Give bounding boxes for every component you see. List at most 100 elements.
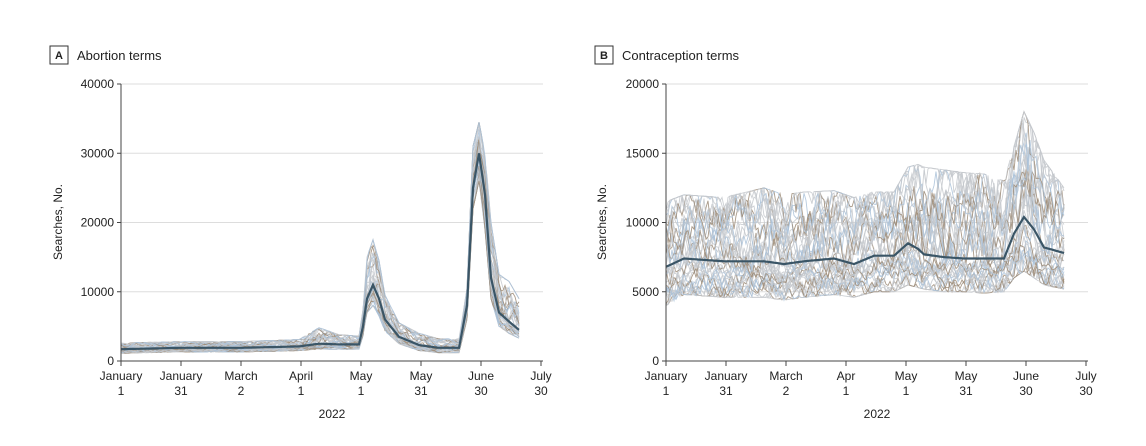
state-series-line (120, 169, 520, 354)
mean-series-line (665, 215, 1065, 268)
state-series-line (120, 156, 520, 353)
state-series-line (120, 169, 520, 354)
state-series-line (120, 177, 520, 353)
panel-b-line-bundle (665, 110, 1065, 306)
state-series-line (120, 147, 520, 350)
state-series-line (120, 123, 520, 345)
state-series-line (120, 121, 520, 348)
state-series-line (120, 165, 520, 352)
state-series-line (120, 146, 520, 348)
x-tick-label-month: May (350, 369, 373, 383)
state-series-line (121, 129, 520, 348)
state-series-line (120, 163, 520, 353)
x-tick-label-month: March (769, 369, 802, 383)
state-series-line (665, 168, 1065, 281)
x-tick-label-day: 1 (663, 384, 670, 398)
panel-b-letter-box (594, 45, 614, 65)
state-series-line (120, 125, 520, 346)
state-series-line (120, 174, 520, 354)
x-tick-label-month: January (645, 369, 688, 383)
state-series-line (665, 173, 1065, 281)
state-series-line (120, 170, 520, 354)
state-series-line (120, 158, 520, 352)
panel-b-x-axis-label: 2022 (864, 407, 891, 421)
y-tick-label: 10000 (81, 285, 115, 299)
panel-a-abortion-chart: A Abortion terms 0 10000 20000 30000 40000 J… (49, 45, 552, 421)
x-tick-label-day: 1 (903, 384, 910, 398)
state-series-line (120, 180, 520, 354)
x-tick-label-month: March (224, 369, 257, 383)
state-series-line (665, 118, 1065, 262)
state-series-line (120, 159, 520, 351)
panel-a-mean-line-group (121, 153, 520, 351)
state-series-line (121, 151, 520, 352)
panel-b-title: Contraception terms (622, 48, 740, 63)
x-tick-label-month: January (160, 369, 203, 383)
state-series-line (120, 141, 520, 351)
state-series-line (120, 180, 520, 354)
mean-series-line (121, 153, 520, 351)
y-tick-label: 40000 (81, 77, 115, 91)
x-tick-label-month: January (705, 369, 748, 383)
y-tick-label: 20000 (81, 216, 115, 230)
state-series-line (665, 244, 1065, 298)
state-series-line (120, 177, 520, 354)
y-tick-label: 15000 (626, 146, 660, 160)
x-tick-label-day: 30 (1019, 384, 1033, 398)
state-series-line (120, 152, 520, 351)
x-tick-label-day: 30 (1079, 384, 1093, 398)
x-tick-label-month: May (410, 369, 433, 383)
panel-a-letter-box (49, 45, 69, 65)
x-tick-label-day: 31 (414, 384, 428, 398)
y-tick-label: 0 (107, 354, 114, 368)
state-series-line (120, 139, 520, 349)
state-series-line (120, 145, 520, 350)
y-tick-label: 0 (652, 354, 659, 368)
state-series-line (120, 141, 520, 350)
panel-b-x-tick-labels: January1January31March2Apr1May1May31June… (645, 361, 1097, 398)
x-tick-label-month: July (1075, 369, 1096, 383)
x-tick-label-day: 1 (118, 384, 125, 398)
panel-a-x-axis-label: 2022 (319, 407, 346, 421)
state-series-line (120, 153, 520, 352)
state-series-line (120, 121, 520, 347)
x-tick-label-month: Apr (837, 369, 856, 383)
state-series-line (120, 137, 520, 349)
panel-a-line-bundle (120, 121, 520, 354)
x-tick-label-day: 30 (534, 384, 548, 398)
x-tick-label-month: May (895, 369, 918, 383)
state-series-line (120, 151, 520, 351)
x-tick-label-month: April (289, 369, 313, 383)
state-series-line (665, 139, 1065, 234)
state-series-line (120, 134, 520, 347)
x-tick-label-day: 30 (474, 384, 488, 398)
panel-b-letter: B (600, 50, 608, 62)
state-series-line (665, 191, 1065, 284)
state-series-line (120, 148, 520, 352)
panel-a-x-tick-labels: January1January31March2April1May1May31Ju… (100, 361, 552, 398)
state-series-line (120, 152, 520, 352)
panel-b-mean-line-group (665, 215, 1065, 268)
y-tick-label: 30000 (81, 146, 115, 160)
panel-a-y-tick-labels: 0 10000 20000 30000 40000 (81, 77, 121, 368)
x-tick-label-month: May (955, 369, 978, 383)
x-tick-label-day: 1 (298, 384, 305, 398)
x-tick-label-day: 31 (959, 384, 973, 398)
state-series-line (120, 130, 520, 350)
panel-a-letter: A (55, 50, 63, 62)
y-tick-label: 5000 (632, 285, 659, 299)
state-series-line (120, 150, 520, 350)
state-series-line (120, 144, 520, 349)
state-series-line (665, 123, 1065, 247)
x-tick-label-day: 31 (719, 384, 733, 398)
panel-b-y-tick-labels: 0 5000 10000 15000 20000 (626, 77, 666, 368)
x-tick-label-day: 1 (843, 384, 850, 398)
state-series-line (120, 138, 520, 348)
state-series-line (120, 180, 520, 354)
panel-a-title: Abortion terms (77, 48, 162, 63)
x-tick-label-month: January (100, 369, 143, 383)
state-series-line (665, 234, 1065, 296)
panel-b-y-axis-label: Searches, No. (595, 184, 609, 260)
panel-a-y-axis-label: Searches, No. (51, 184, 65, 260)
